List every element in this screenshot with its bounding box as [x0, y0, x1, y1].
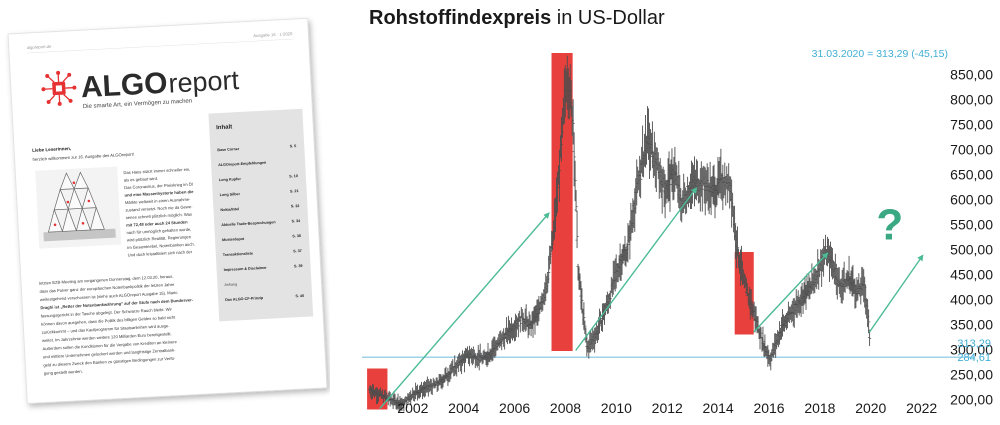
y-tick-label: 600,00	[950, 192, 993, 208]
logo-wordmark: ALGOreport	[80, 63, 240, 104]
toc-item: MusterdepotS. 36	[222, 234, 301, 242]
commodity-index-chart: Rohstoffindexpreis in US-Dollar 31.03.20…	[362, 7, 993, 416]
trend-arrow	[753, 252, 829, 333]
x-tick-label: 2010	[601, 400, 632, 416]
x-tick-label: 2004	[448, 400, 479, 416]
x-tick-label: 2006	[499, 400, 530, 416]
y-axis: 200,00 250,00 300,00 350,00 400,00 450,00 500,…	[950, 67, 993, 408]
toc-item: Das ALGO-CF-Prinzip S. 40	[225, 294, 304, 302]
toc-item: ALGOreport-Empfehlungen	[218, 161, 267, 168]
toc-item: TransaktionslisteS. 37	[223, 249, 302, 257]
newsletter-cover: algoreport.de Ausgabe 16 · 1-2020	[7, 17, 328, 404]
intro-text: Das Haus stürzt immer schneller ein, als…	[123, 166, 198, 257]
trend-arrows: ?	[379, 186, 924, 409]
y-tick-label: 700,00	[950, 142, 993, 158]
newsletter-issue: Ausgabe 16 · 1-2020	[253, 31, 293, 38]
value-labels: 313,29 284,61	[957, 338, 991, 364]
y-tick-label: 250,00	[950, 367, 993, 383]
trend-arrow	[575, 186, 698, 351]
toc-list: Base CornerS. 5 ALGOreport-Empfehlungen …	[217, 144, 304, 302]
toc-item: Nokia/IntelS. 32	[220, 204, 299, 212]
toc-item: Long SilberS. 21	[220, 189, 299, 197]
highlight-zone	[551, 53, 573, 351]
trend-arrow	[868, 254, 924, 333]
chart-annotation: 31.03.2020 = 313,29 (-45,15)	[812, 48, 948, 60]
toc-title: Inhalt	[216, 124, 232, 131]
y-tick-label: 800,00	[950, 92, 993, 108]
trend-arrow	[379, 212, 550, 409]
price-bars	[368, 55, 872, 412]
newsletter-website: algoreport.de	[27, 44, 53, 50]
x-axis: 2002 2004 2006 2008 2010 2012 2014 2016 2018 2020…	[397, 400, 937, 416]
x-tick-label: 2002	[397, 400, 428, 416]
y-tick-label: 850,00	[950, 67, 993, 83]
x-tick-label: 2014	[703, 400, 734, 416]
toc-item: Anhang	[224, 282, 237, 287]
y-tick-label: 200,00	[950, 392, 993, 408]
logo-tagline: Die smarte Art, ein Vermögen zu machen	[83, 98, 193, 110]
x-tick-label: 2012	[652, 400, 683, 416]
last-value-label: 313,29	[957, 338, 991, 350]
y-tick-label: 750,00	[950, 117, 993, 133]
toc-item: Base CornerS. 5	[217, 144, 296, 152]
x-tick-label: 2016	[753, 400, 784, 416]
y-tick-label: 500,00	[950, 242, 993, 258]
toc-item: Aktuelle Trade-Besprechungen S. 34	[221, 219, 301, 227]
chart-title: Rohstoffindexpreis in US-Dollar	[369, 7, 665, 29]
support-value-label: 284,61	[957, 352, 991, 364]
x-tick-label: 2020	[855, 400, 886, 416]
house-of-cards-image	[35, 166, 122, 249]
y-tick-label: 450,00	[950, 267, 993, 283]
x-tick-label: 2022	[906, 400, 937, 416]
question-mark: ?	[876, 201, 903, 250]
toc-panel	[208, 108, 314, 322]
x-tick-label: 2008	[550, 400, 581, 416]
toc-item: Impressum & Disclaimer S. 39	[224, 264, 303, 272]
toc-item: Long KupferS. 10	[219, 174, 298, 182]
x-tick-label: 2018	[804, 400, 835, 416]
y-tick-label: 300,00	[950, 342, 993, 358]
body-text: letzten EZB-Meeting am vergangenen Donne…	[39, 273, 198, 376]
salutation: Liebe Leserinnen,	[32, 146, 71, 153]
y-tick-label: 650,00	[950, 167, 993, 183]
y-tick-label: 350,00	[950, 317, 993, 333]
welcome-line: herzlich willkommen zur 16. Ausgabe des …	[32, 152, 134, 162]
circuit-logo-icon	[41, 70, 77, 106]
y-tick-label: 550,00	[950, 217, 993, 233]
y-tick-label: 400,00	[950, 292, 993, 308]
